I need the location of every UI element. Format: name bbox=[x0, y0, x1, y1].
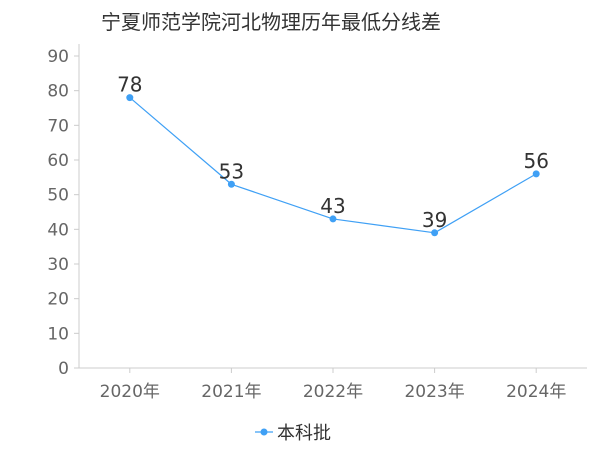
data-label: 56 bbox=[523, 149, 548, 173]
data-label: 78 bbox=[117, 73, 142, 97]
y-tick-label: 10 bbox=[47, 324, 69, 344]
data-point bbox=[532, 170, 540, 178]
y-tick-label: 50 bbox=[47, 186, 69, 206]
legend[interactable]: 本科批 bbox=[255, 423, 331, 444]
data-label: 39 bbox=[422, 208, 447, 232]
data-label: 43 bbox=[320, 194, 345, 218]
y-tick-label: 90 bbox=[47, 47, 69, 67]
y-tick-label: 20 bbox=[47, 290, 69, 310]
y-tick-label: 0 bbox=[58, 359, 69, 379]
data-label: 53 bbox=[219, 159, 244, 183]
y-tick-label: 80 bbox=[47, 82, 69, 102]
data-point bbox=[227, 180, 235, 188]
x-tick-label: 2022年 bbox=[303, 382, 363, 402]
legend-label: 本科批 bbox=[277, 423, 331, 444]
data-point bbox=[431, 229, 439, 237]
x-tick-label: 2023年 bbox=[404, 382, 464, 402]
x-tick-label: 2021年 bbox=[201, 382, 261, 402]
x-tick-label: 2020年 bbox=[100, 382, 160, 402]
y-axis-ticks: 0 10 20 30 40 50 60 70 80 90 bbox=[47, 47, 79, 379]
legend-dot-marker bbox=[260, 428, 268, 436]
y-tick-label: 70 bbox=[47, 116, 69, 136]
y-tick-label: 40 bbox=[47, 220, 69, 240]
series-layer: 78 53 43 39 56 bbox=[117, 73, 549, 237]
x-axis-ticks: 2020年 2021年 2022年 2023年 2024年 bbox=[100, 368, 566, 402]
data-point bbox=[126, 94, 134, 102]
data-point bbox=[329, 215, 337, 223]
chart-title: 宁夏师范学院河北物理历年最低分线差 bbox=[101, 10, 441, 34]
x-tick-label: 2024年 bbox=[506, 382, 566, 402]
y-tick-label: 30 bbox=[47, 255, 69, 275]
y-tick-label: 60 bbox=[47, 151, 69, 171]
